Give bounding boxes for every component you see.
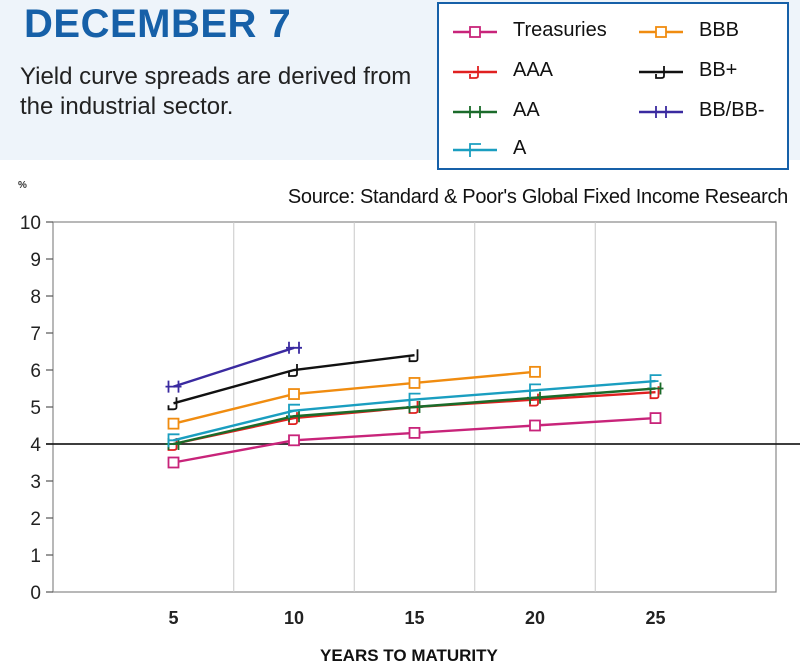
legend-label-a: A (513, 137, 527, 159)
data-point-aaa (408, 401, 419, 414)
data-point-a (408, 392, 421, 407)
y-tick-label: 7 (30, 324, 41, 345)
data-point-a (167, 433, 180, 448)
y-tick-label: 4 (30, 435, 41, 456)
data-point-bbb (288, 388, 300, 400)
y-tick-label: 10 (20, 213, 41, 234)
x-tick-label: 15 (404, 608, 424, 628)
y-tick-label: 6 (30, 361, 41, 382)
subtitle: Yield curve spreads are derived from the… (20, 63, 412, 120)
legend-marker-bb (655, 66, 665, 79)
legend-label-aa: AA (513, 99, 540, 121)
y-tick-label: 2 (30, 509, 41, 530)
legend-marker-a (469, 143, 481, 157)
series-line-bb-bb (173, 346, 295, 388)
data-point-bb-bb (165, 380, 182, 393)
y-tick-label: 1 (30, 546, 41, 567)
x-tick-label: 5 (168, 608, 178, 628)
legend-marker-treasuries (469, 26, 481, 38)
legend-swatches (453, 26, 683, 157)
legend-label-aaa: AAA (513, 59, 554, 81)
data-point-aaa (167, 438, 178, 451)
x-tick-label: 10 (284, 608, 304, 628)
y-axis-label: % (18, 180, 27, 191)
data-point-bbb (167, 417, 180, 430)
data-point-bb (288, 364, 298, 377)
y-tick-label: 9 (30, 250, 41, 271)
data-point-a (529, 383, 541, 398)
series-line-bbb (173, 370, 536, 425)
data-point-treasuries (408, 426, 421, 439)
legend-marker-aaa (469, 66, 479, 79)
data-point-a (288, 403, 300, 418)
series-line-bb (173, 354, 415, 405)
data-point-aaa (529, 393, 539, 407)
y-tick-label: 5 (30, 398, 41, 419)
legend-marker-bbb (655, 26, 667, 38)
page-title: DECEMBER 7 (24, 2, 292, 46)
data-point-treasuries (167, 456, 180, 469)
y-tick-label: 8 (30, 287, 41, 308)
data-point-bb-bb (286, 341, 302, 354)
legend-label-bb-bb: BB/BB- (699, 99, 765, 121)
legend-label-treasuries: Treasuries (513, 19, 607, 41)
data-point-treasuries (288, 434, 300, 447)
data-point-aaa (288, 412, 298, 425)
legend-marker-aa (467, 106, 483, 118)
x-tick-label: 20 (525, 608, 545, 628)
data-point-a (649, 374, 662, 389)
data-point-aaa (649, 386, 660, 400)
data-point-bb (167, 397, 178, 411)
legend-marker-bb-bb (653, 106, 669, 118)
data-point-bbb (408, 377, 421, 389)
data-point-bbb (529, 365, 541, 378)
legend-label-bb: BB+ (699, 59, 738, 81)
data-point-bb (408, 349, 419, 363)
y-tick-label: 0 (30, 583, 41, 604)
source-note: Source: Standard & Poor's Global Fixed I… (287, 186, 788, 208)
chart-legend: Treasuries AAA AA A BBB BB+ BB/BB- (437, 2, 789, 170)
x-tick-label: 25 (645, 608, 665, 628)
y-tick-label: 3 (30, 472, 41, 493)
legend-label-bbb: BBB (699, 19, 740, 41)
x-axis-label: YEARS TO MATURITY (320, 646, 498, 665)
data-point-treasuries (529, 419, 541, 432)
data-point-treasuries (649, 412, 662, 425)
